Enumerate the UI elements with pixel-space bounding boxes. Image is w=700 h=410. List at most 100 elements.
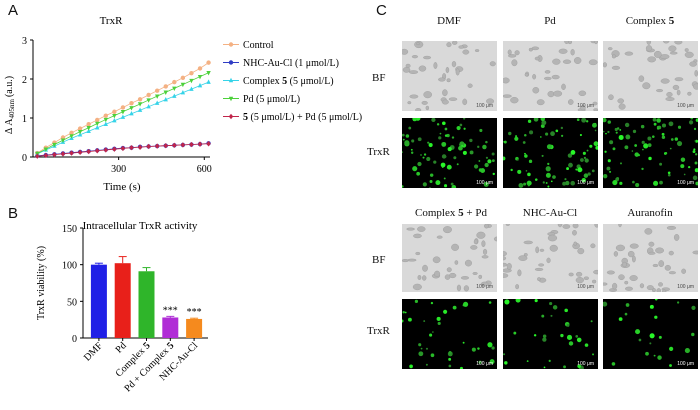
- cell-shape: [547, 91, 555, 98]
- chart-a-data-point: [69, 134, 74, 139]
- cell-shape: [646, 41, 652, 45]
- cell-fluorescence: [667, 173, 671, 177]
- cell-fluorescence: [548, 359, 551, 362]
- cell-fluorescence: [433, 160, 437, 164]
- cell-fluorescence: [404, 140, 410, 146]
- cell-fluorescence: [488, 301, 492, 304]
- cell-fluorescence: [533, 118, 539, 122]
- cell-fluorescence: [648, 156, 652, 161]
- cell-shape: [662, 289, 667, 292]
- cell-shape: [687, 91, 692, 96]
- cell-fluorescence: [487, 342, 493, 348]
- cell-fluorescence: [491, 159, 495, 163]
- cell-shape: [448, 97, 458, 101]
- cell-shape: [546, 257, 551, 264]
- cell-fluorescence: [677, 125, 682, 129]
- cell-shape: [481, 255, 489, 259]
- chart-a-data-point: [180, 142, 186, 148]
- cell-fluorescence: [653, 354, 656, 357]
- cell-shape: [590, 243, 596, 249]
- cell-shape: [652, 264, 659, 268]
- cell-fluorescence: [515, 299, 521, 303]
- cell-fluorescence: [418, 351, 424, 357]
- cell-fluorescence: [612, 180, 618, 186]
- cell-fluorescence: [525, 169, 528, 172]
- bar: [186, 318, 203, 338]
- cell-shape: [647, 56, 657, 63]
- chart-a-data-point: [129, 100, 134, 106]
- cell-fluorescence: [410, 148, 413, 151]
- cell-fluorescence: [624, 145, 629, 150]
- cell-fluorescence: [446, 133, 450, 138]
- cell-shape: [618, 103, 626, 110]
- cell-fluorescence: [485, 140, 488, 144]
- cell-fluorescence: [429, 333, 433, 337]
- chart-a-x-tick-label: 600: [197, 164, 212, 175]
- cell-fluorescence: [653, 180, 659, 186]
- cell-shape: [532, 87, 540, 94]
- cell-texture: [402, 224, 497, 292]
- cell-fluorescence: [566, 334, 573, 341]
- cell-fluorescence: [402, 138, 405, 141]
- cell-fluorescence: [669, 364, 672, 367]
- chart-a-data-point: [86, 122, 91, 127]
- cell-fluorescence: [526, 180, 532, 186]
- cell-shape: [615, 244, 625, 252]
- cell-shape: [510, 96, 519, 104]
- cell-shape: [446, 267, 452, 273]
- cell-shape: [486, 98, 494, 105]
- micrograph-trxr-nhc-au-cl: 100 μm: [503, 299, 598, 369]
- cell-shape: [611, 54, 616, 59]
- cell-fluorescence: [478, 160, 481, 162]
- chart-a-data-point: [180, 82, 186, 88]
- chart-a-y-tick-label: 0: [22, 153, 27, 164]
- cell-shape: [646, 285, 654, 291]
- chart-a-data-point: [172, 93, 177, 98]
- cell-shape: [552, 58, 561, 65]
- cell-shape: [452, 41, 458, 45]
- cell-fluorescence: [570, 180, 576, 186]
- micrograph-trxr-auranofin: 100 μm: [603, 299, 698, 369]
- cell-shape: [625, 286, 633, 291]
- cell-fluorescence: [436, 123, 440, 126]
- cell-fluorescence: [441, 154, 447, 159]
- cell-shape: [579, 105, 586, 111]
- cell-shape: [405, 63, 411, 68]
- cell-fluorescence: [425, 363, 428, 366]
- chart-a-data-point: [146, 103, 151, 109]
- cell-texture: [603, 41, 698, 110]
- cell-fluorescence: [643, 143, 649, 149]
- cell-fluorescence: [487, 159, 492, 164]
- col-title-dmf: DMF: [437, 15, 461, 27]
- cell-shape: [406, 227, 415, 231]
- cell-shape: [503, 256, 507, 261]
- cell-fluorescence: [676, 301, 680, 304]
- chart-a-data-point: [43, 147, 49, 152]
- significance-label: ***: [163, 305, 178, 316]
- cell-fluorescence: [550, 131, 555, 137]
- row-label-bf-top: BF: [372, 72, 386, 84]
- cell-shape: [455, 68, 460, 76]
- cell-shape: [572, 230, 577, 236]
- cell-fluorescence: [637, 153, 641, 157]
- bar-group-0: DMF: [82, 262, 107, 363]
- micrograph-trxr-dmf: 100 μm: [402, 118, 497, 188]
- cell-shape: [415, 251, 421, 256]
- cell-shape: [607, 47, 613, 51]
- cell-shape: [506, 263, 512, 270]
- cell-shape: [535, 246, 540, 254]
- cell-fluorescence: [439, 132, 442, 135]
- cell-fluorescence: [618, 134, 624, 140]
- cell-fluorescence: [653, 122, 657, 126]
- cell-shape: [402, 67, 411, 73]
- cell-shape: [573, 57, 582, 64]
- cell-shape: [467, 83, 473, 88]
- cell-shape: [593, 269, 598, 275]
- cell-fluorescence: [576, 118, 580, 122]
- chart-a-data-point: [163, 90, 168, 95]
- chart-a-data-point: [189, 141, 194, 148]
- cell-fluorescence: [533, 334, 537, 337]
- cell-shape: [564, 41, 569, 44]
- cell-fluorescence: [565, 180, 570, 186]
- cell-fluorescence: [444, 184, 448, 188]
